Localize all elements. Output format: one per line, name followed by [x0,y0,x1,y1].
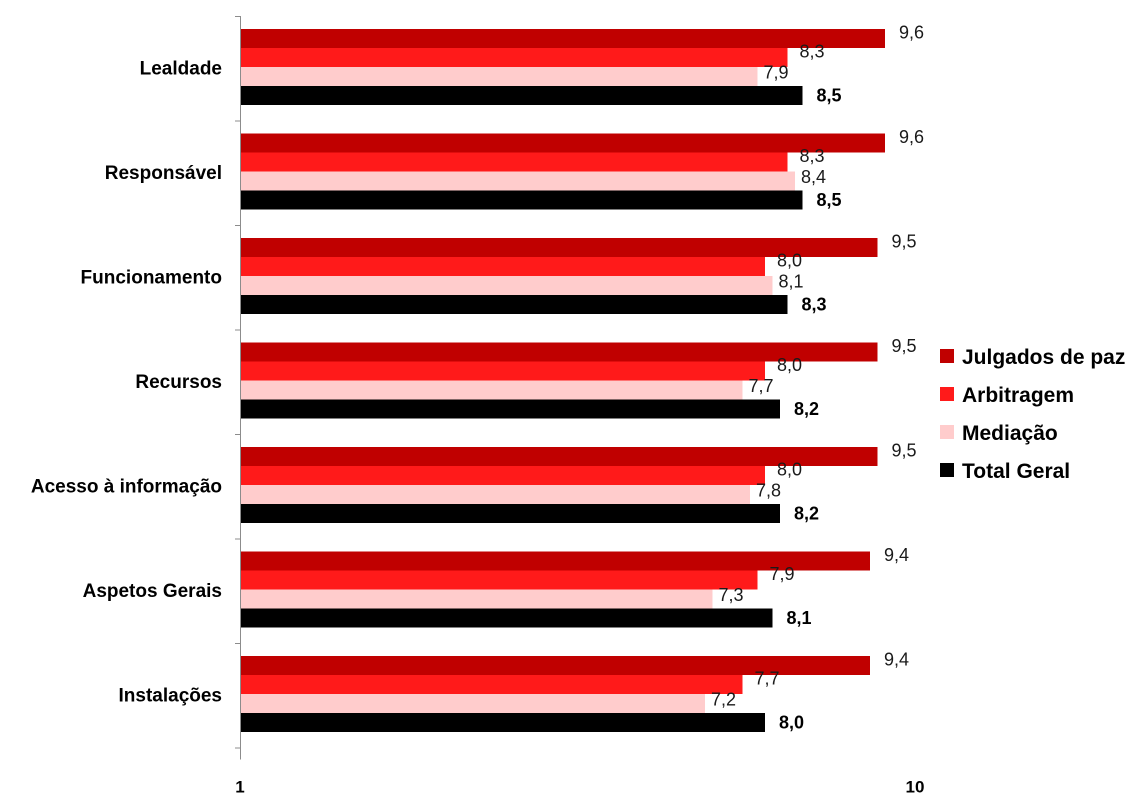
bar-arbitragem [241,152,788,172]
category-label: Responsável [105,163,222,184]
category-label: Funcionamento [81,267,222,288]
legend-swatch [940,463,954,477]
bar-total-geral [241,190,803,210]
data-label: 7,9 [770,564,795,584]
bar-total-geral [241,504,780,523]
data-label: 9,4 [884,545,909,565]
bar-julgados-de-paz [241,342,878,362]
bar-total-geral [241,295,788,314]
category-label: Recursos [135,372,222,393]
legend-swatch [940,387,954,401]
data-label: 9,5 [892,336,917,356]
data-label: 9,5 [892,232,917,252]
data-label: 8,0 [777,251,802,271]
data-label: 9,5 [892,441,917,461]
data-label: 9,4 [884,650,909,670]
data-label: 8,1 [787,608,812,628]
category-label: Lealdade [140,58,222,79]
bar-julgados-de-paz [241,29,885,48]
data-label: 7,3 [719,585,744,605]
data-label: 8,0 [777,460,802,480]
data-label: 8,3 [800,42,825,62]
legend-label: Julgados de paz [962,346,1125,369]
bar-mediação [241,171,795,191]
data-label: 7,7 [749,376,774,396]
x-tick-label: 1 [235,778,244,797]
bar-arbitragem [241,675,743,694]
data-label: 9,6 [899,127,924,147]
category-labels: Lealdade Responsável Funcionamento Recursos… [31,58,222,706]
y-axis [235,16,241,760]
bar-mediação [241,694,705,713]
category-label: Acesso à informação [31,476,222,497]
data-label: 7,2 [711,690,736,710]
data-label: 8,2 [794,504,819,524]
bar-total-geral [241,399,780,419]
data-label: 8,3 [800,146,825,166]
data-label: 8,5 [817,190,842,210]
bar-mediação [241,485,750,504]
bar-mediação [241,276,773,295]
x-tick-labels: 110Nível muito baixoNível muito elevado [235,778,925,797]
bar-arbitragem [241,257,765,276]
bar-arbitragem [241,361,765,381]
bar-julgados-de-paz [241,133,885,153]
legend: Julgados de paz Arbitragem Mediação Total G… [940,346,1125,483]
legend-label: Arbitragem [962,384,1074,407]
legend-swatch [940,425,954,439]
data-label: 7,9 [764,63,789,83]
bar-julgados-de-paz [241,656,870,675]
data-label: 8,1 [779,272,804,292]
legend-label: Total Geral [962,460,1070,483]
bar-total-geral [241,86,803,105]
bar-julgados-de-paz [241,551,870,571]
bar-arbitragem [241,570,758,590]
bar-mediação [241,380,743,400]
data-label: 8,2 [794,399,819,419]
bar-total-geral [241,713,765,732]
x-tick-label: 10 [906,778,925,797]
data-label: 8,0 [779,713,804,733]
data-label: 8,4 [801,167,826,187]
data-label: 8,5 [817,86,842,106]
legend-swatch [940,349,954,363]
bar-arbitragem [241,466,765,485]
bar-mediação [241,67,758,86]
bar-julgados-de-paz [241,238,878,257]
data-label: 7,8 [756,481,781,501]
bar-arbitragem [241,48,788,67]
data-label: 8,0 [777,355,802,375]
category-label: Instalações [119,685,223,706]
legend-label: Mediação [962,422,1058,445]
data-label: 8,3 [802,295,827,315]
bar-julgados-de-paz [241,447,878,466]
category-label: Aspetos Gerais [83,581,222,602]
bar-mediação [241,589,713,609]
bars-group: 9,68,37,98,59,68,38,48,59,58,08,18,39,58… [241,23,924,733]
bar-total-geral [241,608,773,628]
data-label: 7,7 [755,669,780,689]
data-label: 9,6 [899,23,924,43]
